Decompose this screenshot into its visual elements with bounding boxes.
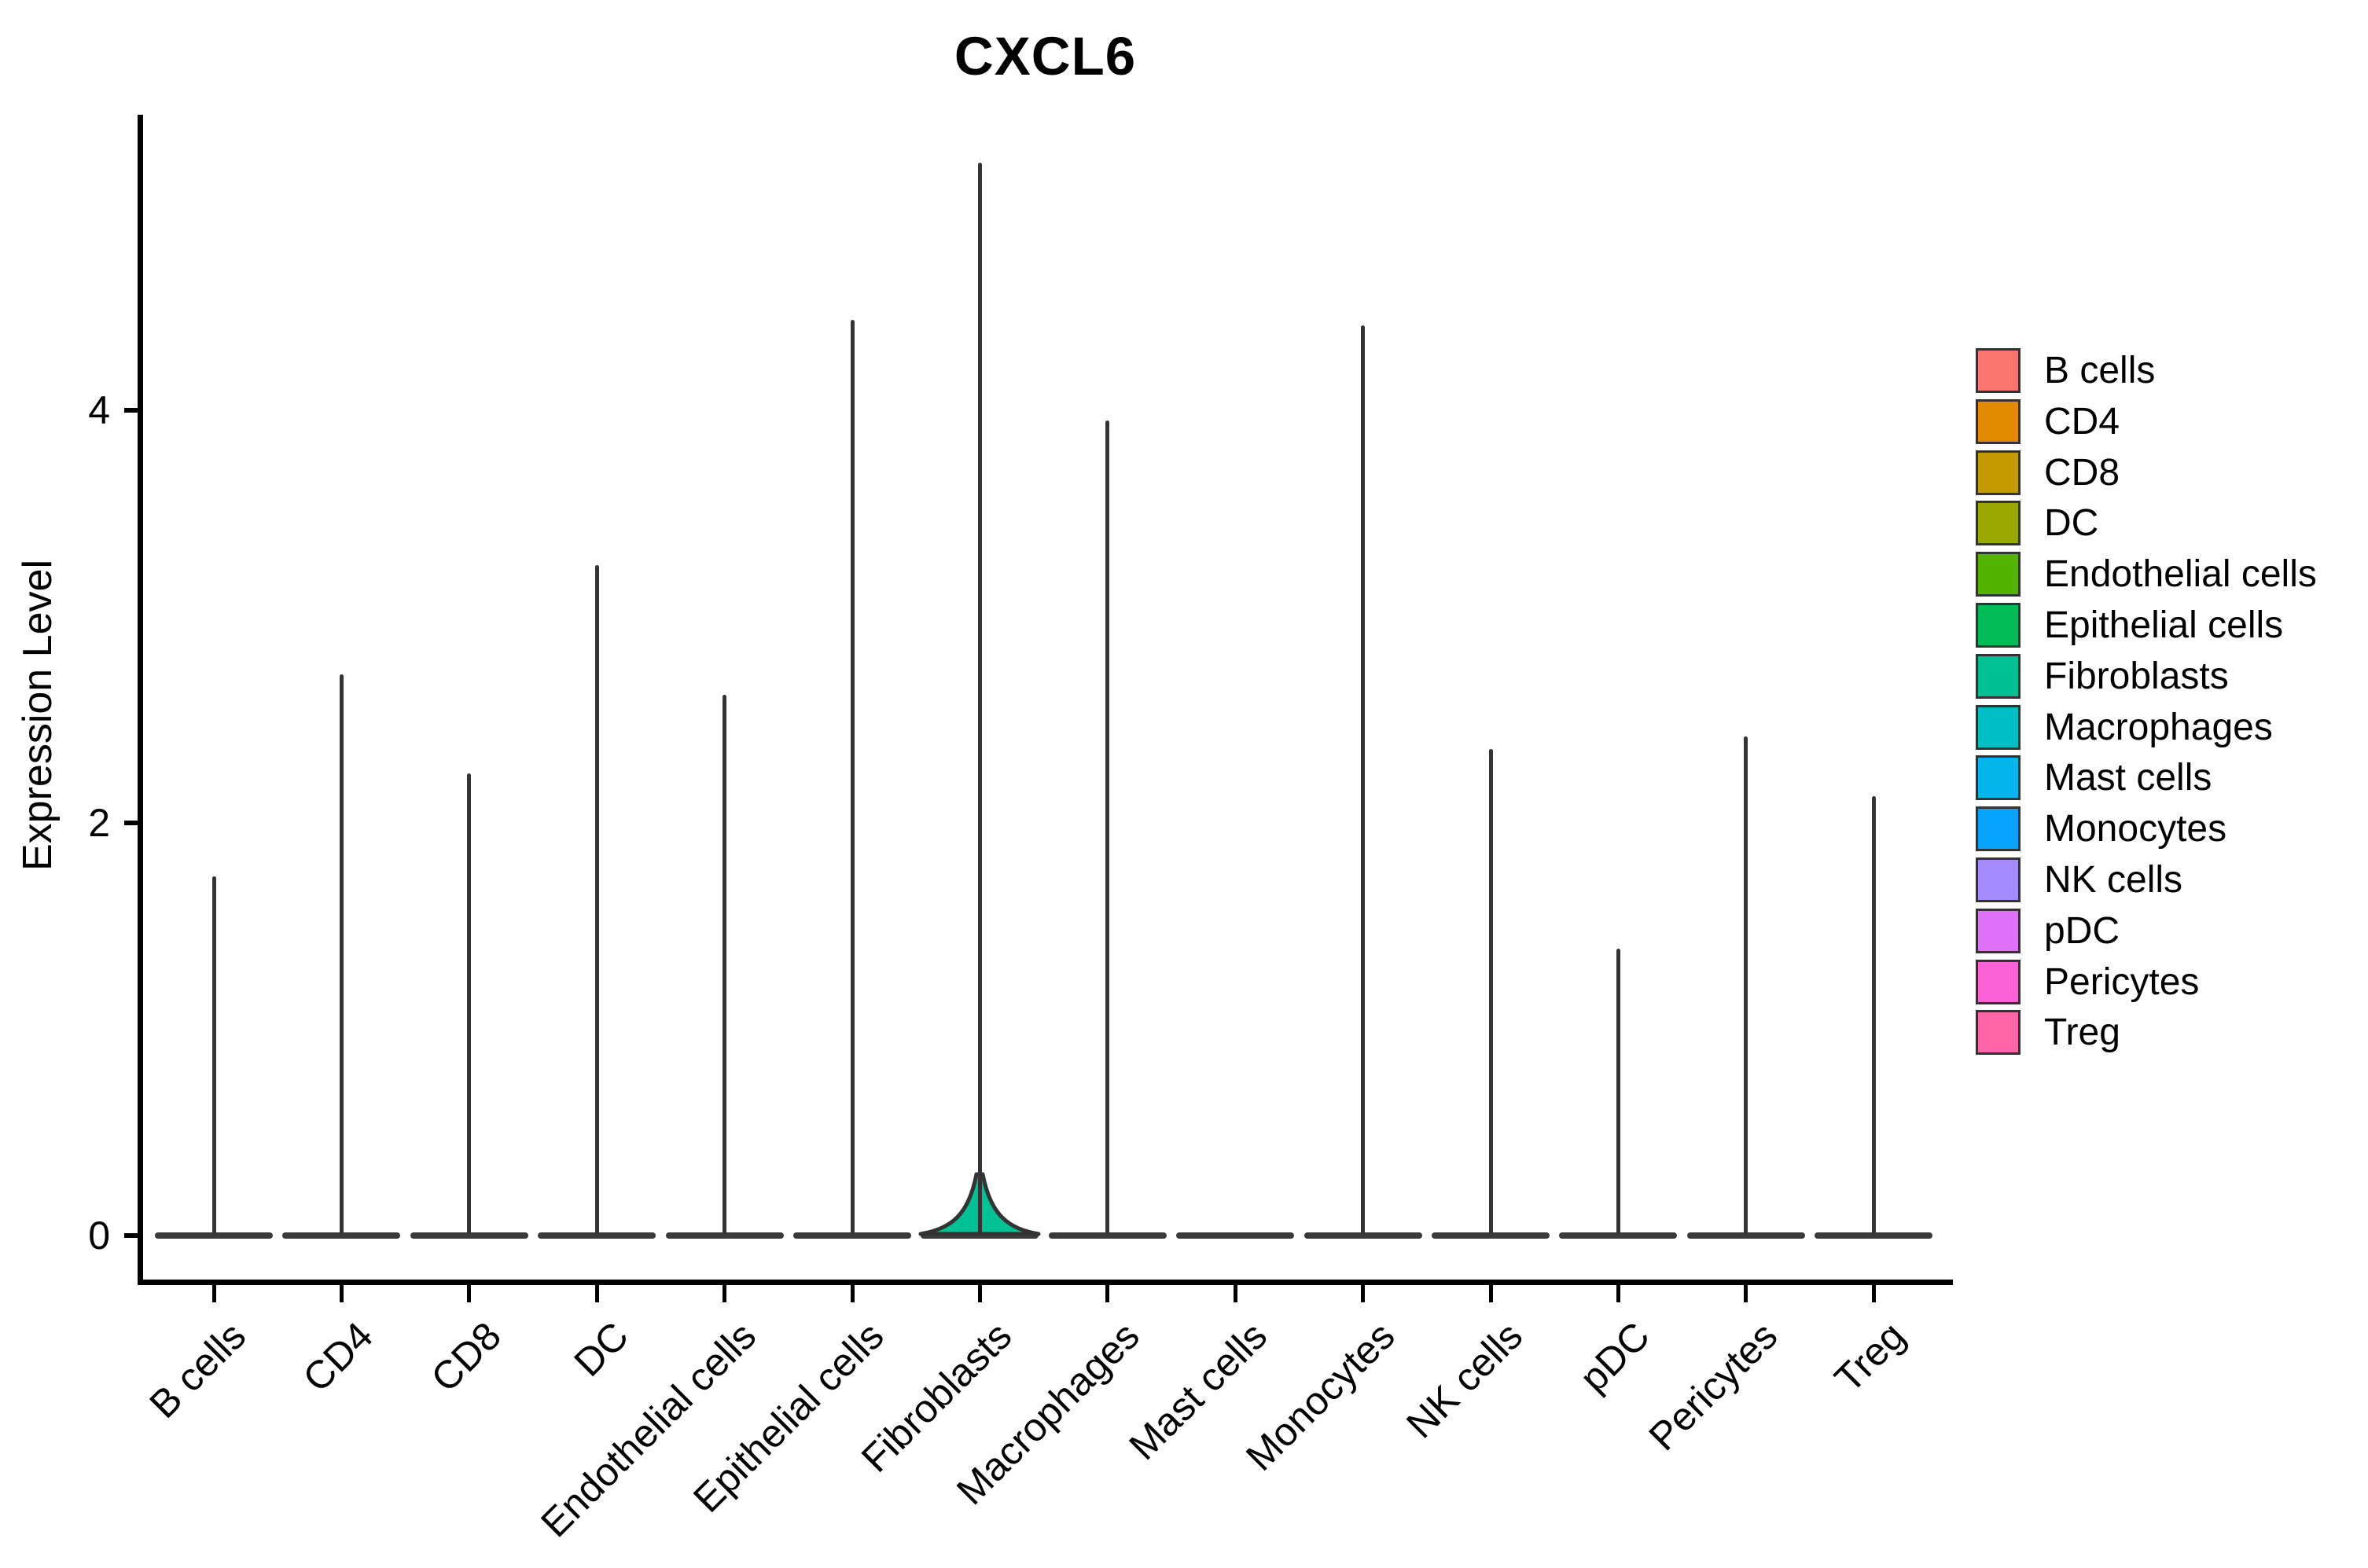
- legend-label-dc: DC: [2044, 502, 2099, 545]
- legend-swatch-treg: [1976, 1010, 2021, 1056]
- violin-tail-cd4: [339, 674, 344, 1234]
- x-tick-mark: [1871, 1285, 1876, 1302]
- legend-swatch-monocytes: [1976, 806, 2021, 852]
- y-tick-label: 0: [88, 1214, 110, 1258]
- legend-swatch-mast-cells: [1976, 755, 2021, 801]
- legend-label-endothelial-cells: Endothelial cells: [2044, 553, 2317, 596]
- x-category-label: CD8: [422, 1313, 509, 1401]
- legend-swatch-epithelial-cells: [1976, 603, 2021, 648]
- violin-baseline-b-cells: [155, 1232, 273, 1239]
- violin-tail-fibroblasts: [977, 163, 982, 1234]
- x-tick-mark: [977, 1285, 982, 1302]
- y-tick-mark: [124, 408, 138, 413]
- violin-baseline-endothelial-cells: [665, 1232, 784, 1239]
- legend-label-fibroblasts: Fibroblasts: [2044, 655, 2229, 697]
- x-category-label: Treg: [1826, 1313, 1914, 1401]
- y-tick-mark: [124, 821, 138, 825]
- legend-label-cd4: CD4: [2044, 400, 2120, 442]
- violin-tail-dc: [594, 564, 599, 1234]
- x-tick-mark: [211, 1285, 216, 1302]
- legend-label-b-cells: B cells: [2044, 350, 2156, 391]
- violin-tail-cd8: [467, 773, 472, 1234]
- x-tick-mark: [1361, 1285, 1366, 1302]
- x-axis-line: [138, 1280, 1953, 1285]
- legend-swatch-endothelial-cells: [1976, 552, 2021, 597]
- x-tick-mark: [1105, 1285, 1110, 1302]
- x-tick-mark: [594, 1285, 599, 1302]
- x-category-label: B cells: [141, 1313, 254, 1427]
- violin-tail-pdc: [1616, 949, 1620, 1234]
- legend-label-nk-cells: NK cells: [2044, 859, 2183, 901]
- legend-swatch-cd8: [1976, 450, 2021, 495]
- x-category-label: DC: [565, 1313, 638, 1385]
- legend-label-macrophages: Macrophages: [2044, 706, 2273, 748]
- violin-tail-epithelial-cells: [850, 319, 855, 1234]
- x-category-label: pDC: [1571, 1313, 1659, 1401]
- x-tick-mark: [1233, 1285, 1237, 1302]
- legend-swatch-macrophages: [1976, 704, 2021, 750]
- violin-tail-nk-cells: [1488, 748, 1493, 1234]
- x-category-label: Endothelial cells: [532, 1313, 765, 1546]
- x-tick-mark: [850, 1285, 855, 1302]
- violin-tail-monocytes: [1361, 325, 1366, 1234]
- legend-label-cd8: CD8: [2044, 451, 2120, 494]
- x-tick-mark: [1616, 1285, 1620, 1302]
- violin-tail-b-cells: [211, 876, 216, 1234]
- legend-label-mast-cells: Mast cells: [2044, 757, 2212, 799]
- legend-swatch-pdc: [1976, 908, 2021, 953]
- legend-swatch-dc: [1976, 501, 2021, 546]
- violin-baseline-mast-cells: [1176, 1232, 1295, 1239]
- violin-tail-endothelial-cells: [723, 695, 727, 1234]
- legend-swatch-cd4: [1976, 398, 2021, 444]
- x-tick-mark: [1488, 1285, 1493, 1302]
- violin-tail-macrophages: [1105, 420, 1110, 1234]
- x-category-label: Pericytes: [1640, 1313, 1786, 1460]
- violin-baseline-epithelial-cells: [793, 1232, 911, 1239]
- legend-label-monocytes: Monocytes: [2044, 808, 2227, 850]
- legend-swatch-b-cells: [1976, 348, 2021, 393]
- violin-baseline-treg: [1815, 1232, 1933, 1239]
- x-tick-mark: [1744, 1285, 1748, 1302]
- x-tick-mark: [339, 1285, 344, 1302]
- violin-baseline-cd8: [410, 1232, 528, 1239]
- y-tick-mark: [124, 1233, 138, 1238]
- y-axis-line: [138, 115, 143, 1284]
- x-tick-mark: [723, 1285, 727, 1302]
- legend-swatch-nk-cells: [1976, 857, 2021, 902]
- legend-label-treg: Treg: [2044, 1012, 2120, 1054]
- violin-tail-treg: [1871, 795, 1876, 1234]
- legend-swatch-pericytes: [1976, 959, 2021, 1004]
- x-category-label: CD4: [294, 1313, 382, 1401]
- y-tick-label: 4: [88, 388, 110, 432]
- y-axis-label: Expression Level: [15, 560, 61, 871]
- violin-baseline-pdc: [1559, 1232, 1678, 1239]
- y-tick-label: 2: [88, 801, 110, 845]
- violin-baseline-nk-cells: [1432, 1232, 1550, 1239]
- violin-tail-pericytes: [1744, 736, 1748, 1234]
- violin-baseline-macrophages: [1048, 1232, 1167, 1239]
- legend-label-pericytes: Pericytes: [2044, 960, 2200, 1003]
- chart-title: CXCL6: [954, 26, 1137, 86]
- violin-baseline-dc: [538, 1232, 656, 1239]
- legend-label-epithelial-cells: Epithelial cells: [2044, 604, 2284, 646]
- x-category-label: NK cells: [1397, 1313, 1531, 1447]
- violin-baseline-monocytes: [1304, 1232, 1422, 1239]
- violin-baseline-pericytes: [1686, 1232, 1805, 1239]
- legend-swatch-fibroblasts: [1976, 653, 2021, 699]
- x-tick-mark: [467, 1285, 472, 1302]
- violin-baseline-cd4: [282, 1232, 401, 1239]
- legend-label-pdc: pDC: [2044, 909, 2120, 952]
